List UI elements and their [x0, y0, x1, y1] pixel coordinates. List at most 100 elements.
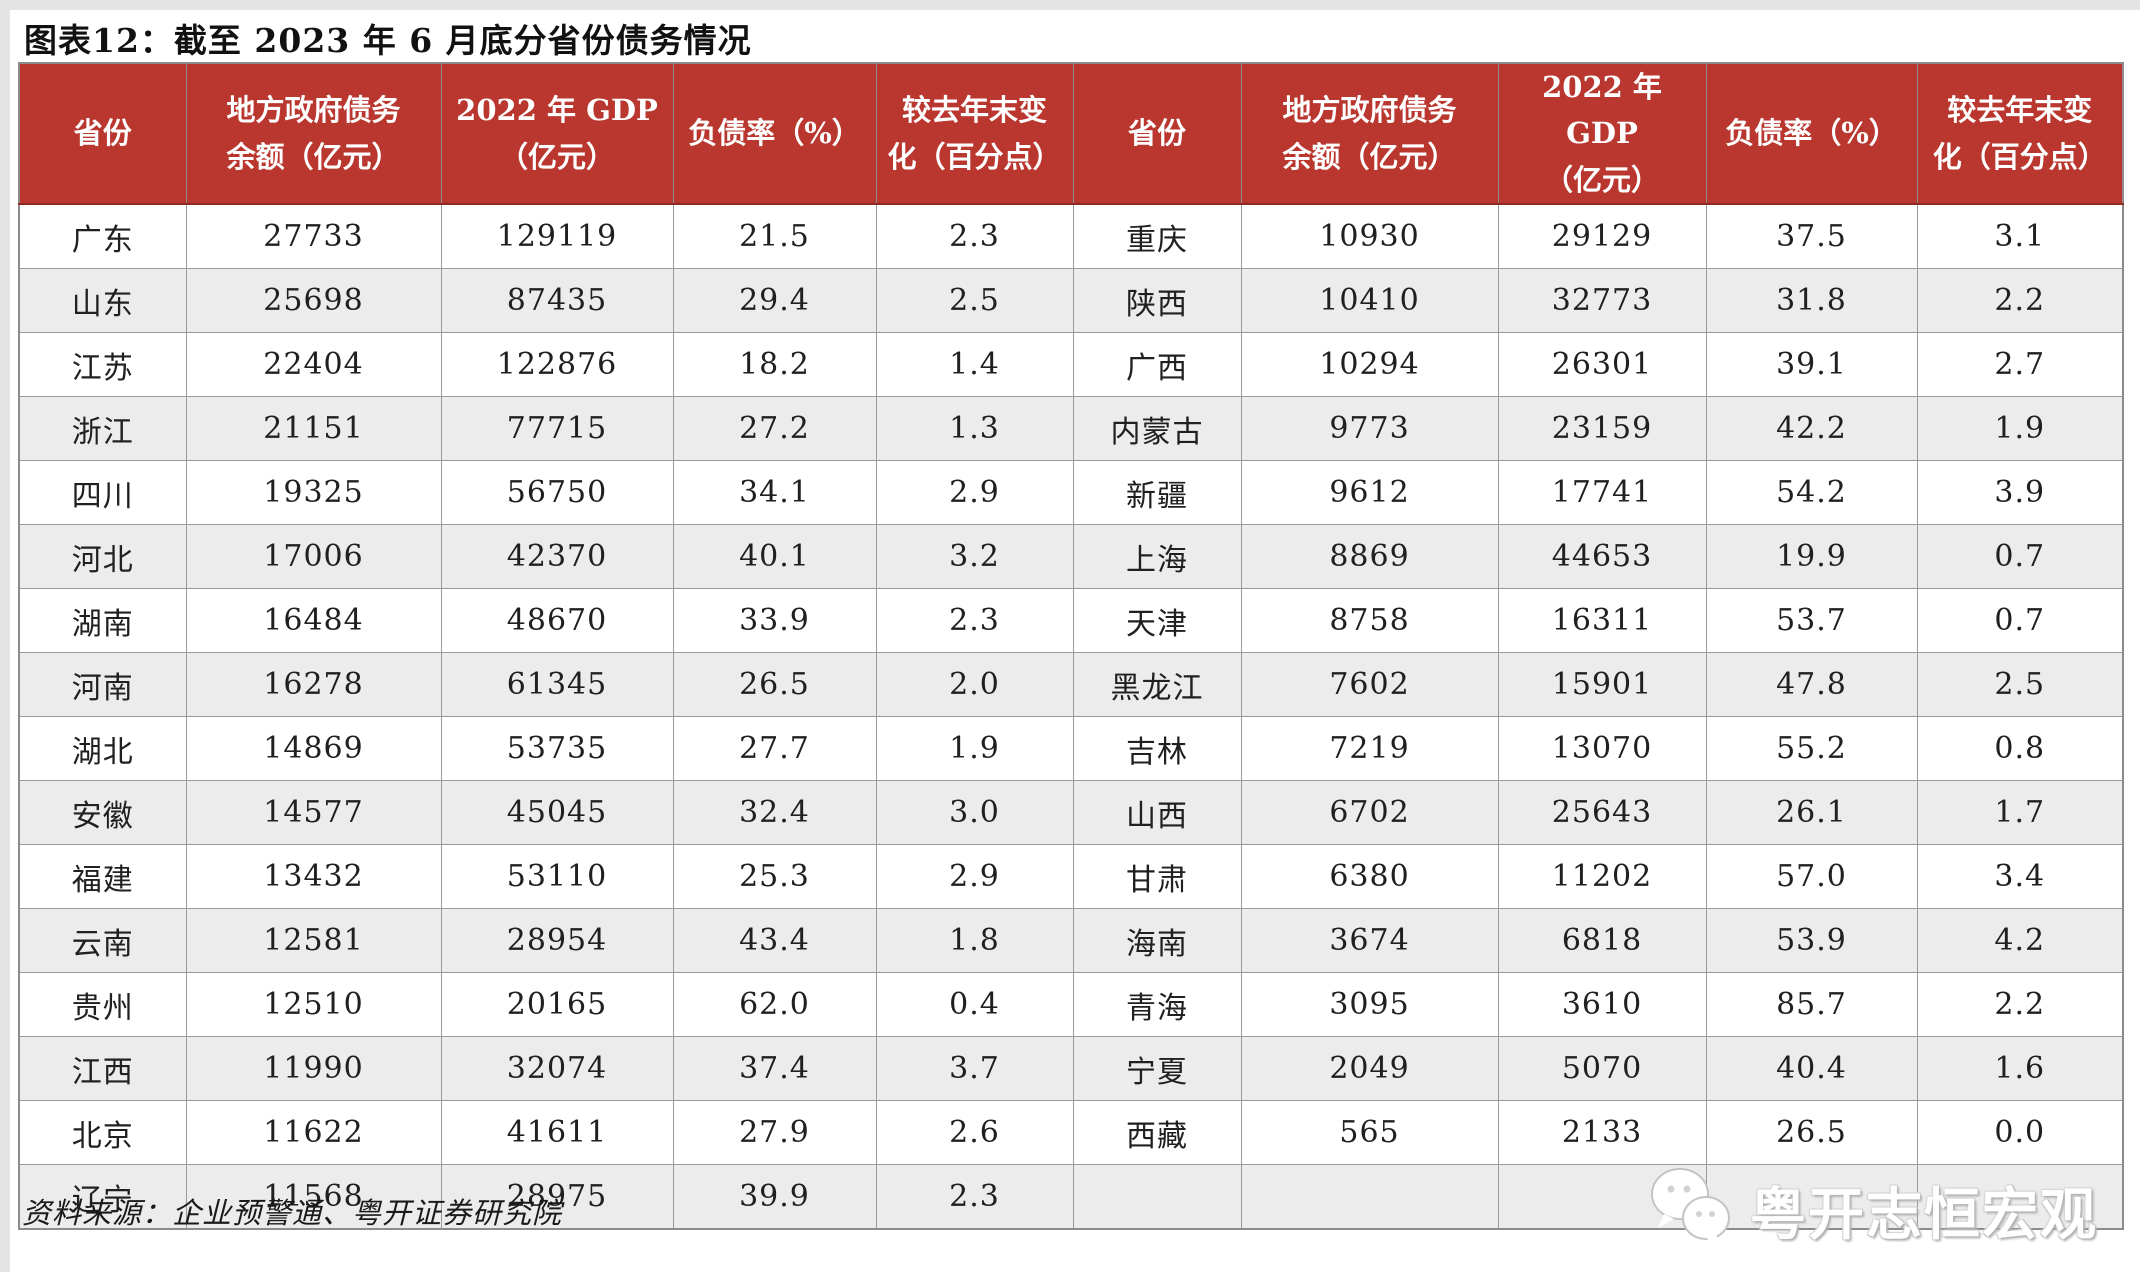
change-cell: 2.5	[875, 268, 1074, 334]
ratio-cell: 26.1	[1705, 780, 1918, 846]
debt-cell	[1240, 1164, 1499, 1230]
province-cell: 海南	[1072, 908, 1242, 974]
debt-cell: 8869	[1240, 524, 1499, 590]
gdp-cell: 5070	[1497, 1036, 1707, 1102]
province-cell: 重庆	[1072, 203, 1242, 270]
change-cell: 2.3	[875, 588, 1074, 654]
province-cell: 天津	[1072, 588, 1242, 654]
province-cell: 西藏	[1072, 1100, 1242, 1166]
table-row: 江苏 22404 122876 18.2 1.4 广西 10294 26301 39.1 2.7	[18, 332, 2124, 398]
debt-cell: 11990	[185, 1036, 442, 1102]
debt-cell: 11568	[185, 1164, 442, 1230]
change-cell: 1.9	[1916, 396, 2124, 462]
province-cell: 内蒙古	[1072, 396, 1242, 462]
province-cell: 陕西	[1072, 268, 1242, 334]
change-cell: 0.7	[1916, 588, 2124, 654]
gdp-cell: 23159	[1497, 396, 1707, 462]
province-cell: 北京	[18, 1100, 187, 1166]
change-cell: 2.3	[875, 203, 1074, 270]
ratio-cell: 18.2	[672, 332, 877, 398]
gdp-cell: 29129	[1497, 203, 1707, 270]
change-cell: 2.5	[1916, 652, 2124, 718]
gdp-cell: 6818	[1497, 908, 1707, 974]
change-cell: 3.7	[875, 1036, 1074, 1102]
change-cell: 0.8	[1916, 716, 2124, 782]
gdp-cell: 53735	[440, 716, 674, 782]
page-title: 图表12：截至 2023 年 6 月底分省份债务情况	[24, 21, 752, 60]
ratio-cell: 62.0	[672, 972, 877, 1038]
gdp-cell: 56750	[440, 460, 674, 526]
province-cell: 青海	[1072, 972, 1242, 1038]
debt-cell: 7602	[1240, 652, 1499, 718]
gdp-cell: 44653	[1497, 524, 1707, 590]
change-cell: 0.4	[875, 972, 1074, 1038]
gdp-cell: 48670	[440, 588, 674, 654]
debt-cell: 7219	[1240, 716, 1499, 782]
ratio-cell: 42.2	[1705, 396, 1918, 462]
change-cell: 2.6	[875, 1100, 1074, 1166]
header-ratio-left: 负债率（%）	[672, 63, 877, 206]
ratio-cell: 34.1	[672, 460, 877, 526]
ratio-cell: 37.5	[1705, 203, 1918, 270]
ratio-cell: 25.3	[672, 844, 877, 910]
table-row: 浙江 21151 77715 27.2 1.3 内蒙古 9773 23159 42.2 1.9	[18, 396, 2124, 462]
ratio-cell: 55.2	[1705, 716, 1918, 782]
gdp-cell: 13070	[1497, 716, 1707, 782]
change-cell: 3.0	[875, 780, 1074, 846]
province-cell: 河南	[18, 652, 187, 718]
change-cell: 1.4	[875, 332, 1074, 398]
table-row: 山东 25698 87435 29.4 2.5 陕西 10410 32773 31.8 2.2	[18, 268, 2124, 334]
debt-cell: 19325	[185, 460, 442, 526]
header-debt-right: 地方政府债务 余额（亿元）	[1240, 63, 1499, 206]
ratio-cell: 27.7	[672, 716, 877, 782]
change-cell: 2.7	[1916, 332, 2124, 398]
change-cell: 2.2	[1916, 972, 2124, 1038]
gdp-cell: 11202	[1497, 844, 1707, 910]
province-cell: 新疆	[1072, 460, 1242, 526]
change-cell: 1.7	[1916, 780, 2124, 846]
change-cell	[1916, 1164, 2124, 1230]
province-cell	[1072, 1164, 1242, 1230]
gdp-cell: 3610	[1497, 972, 1707, 1038]
debt-cell: 21151	[185, 396, 442, 462]
ratio-cell: 40.1	[672, 524, 877, 590]
province-cell: 河北	[18, 524, 187, 590]
debt-cell: 565	[1240, 1100, 1499, 1166]
ratio-cell: 29.4	[672, 268, 877, 334]
province-cell: 江西	[18, 1036, 187, 1102]
gdp-cell: 42370	[440, 524, 674, 590]
debt-cell: 2049	[1240, 1036, 1499, 1102]
header-change-left: 较去年末变 化（百分点）	[875, 63, 1074, 206]
debt-cell: 8758	[1240, 588, 1499, 654]
header-ratio-right: 负债率（%）	[1705, 63, 1918, 206]
debt-cell: 13432	[185, 844, 442, 910]
page-edge-left	[0, 0, 10, 1272]
table-row: 广东 27733 129119 21.5 2.3 重庆 10930 29129 37.5 3.1	[18, 203, 2124, 270]
table-row: 河北 17006 42370 40.1 3.2 上海 8869 44653 19.9 0.7	[18, 524, 2124, 590]
debt-cell: 3095	[1240, 972, 1499, 1038]
table-row: 河南 16278 61345 26.5 2.0 黑龙江 7602 15901 47.8 2.5	[18, 652, 2124, 718]
table-row: 福建 13432 53110 25.3 2.9 甘肃 6380 11202 57.0 3.4	[18, 844, 2124, 910]
header-province-left: 省份	[18, 63, 187, 206]
header-gdp-right: 2022 年 GDP （亿元）	[1497, 63, 1707, 206]
ratio-cell: 27.9	[672, 1100, 877, 1166]
ratio-cell: 85.7	[1705, 972, 1918, 1038]
ratio-cell: 43.4	[672, 908, 877, 974]
provincial-debt-table: 省份 地方政府债务 余额（亿元） 2022 年 GDP （亿元） 负债率（%） …	[18, 62, 2124, 1231]
gdp-cell: 77715	[440, 396, 674, 462]
change-cell: 0.0	[1916, 1100, 2124, 1166]
debt-cell: 27733	[185, 203, 442, 270]
debt-cell: 22404	[185, 332, 442, 398]
ratio-cell: 26.5	[672, 652, 877, 718]
gdp-cell: 17741	[1497, 460, 1707, 526]
debt-cell: 16278	[185, 652, 442, 718]
ratio-cell: 39.9	[672, 1164, 877, 1230]
province-cell: 福建	[18, 844, 187, 910]
page-edge-top	[0, 0, 2140, 10]
ratio-cell: 37.4	[672, 1036, 877, 1102]
ratio-cell: 53.7	[1705, 588, 1918, 654]
gdp-cell: 25643	[1497, 780, 1707, 846]
debt-cell: 6702	[1240, 780, 1499, 846]
province-cell: 江苏	[18, 332, 187, 398]
table-row: 湖南 16484 48670 33.9 2.3 天津 8758 16311 53.7 0.7	[18, 588, 2124, 654]
